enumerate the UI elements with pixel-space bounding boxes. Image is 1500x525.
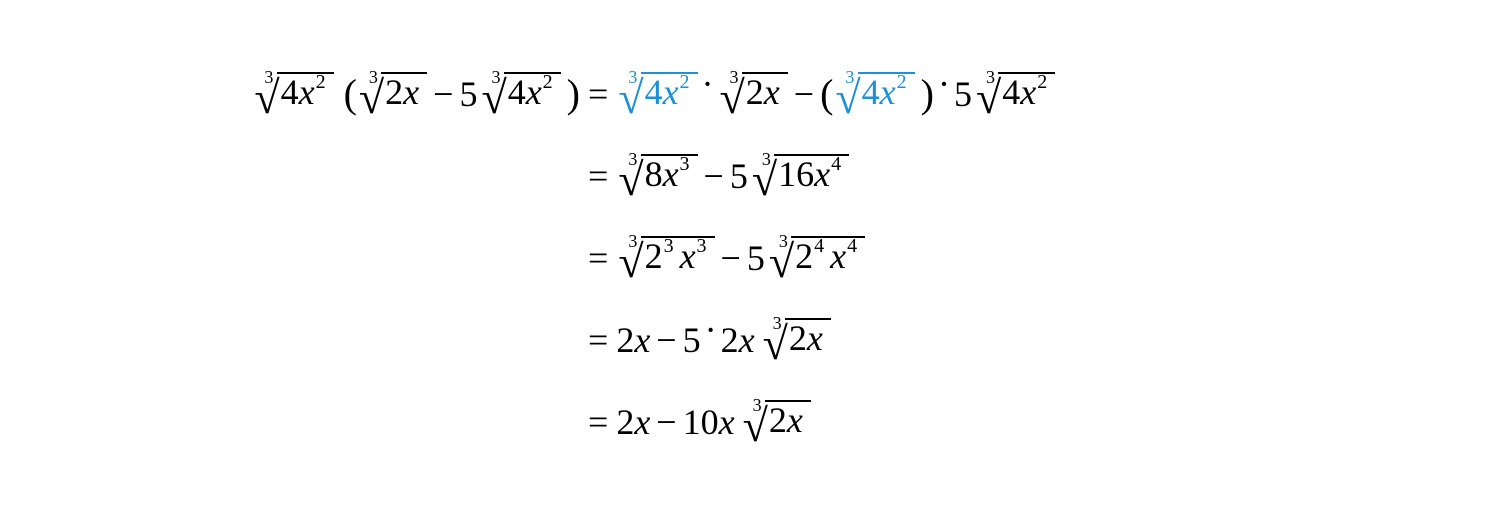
- cuberoot-16x4: 3 √ 16 x 4: [750, 154, 849, 194]
- rparen: ): [567, 74, 580, 114]
- equation-row-2: = 3 √ 8 x 3 − 5 3 √ 16 x 4: [0, 112, 1500, 194]
- rhs-2: 3 √ 8 x 3 − 5 3 √ 16 x 4: [616, 154, 1500, 194]
- cuberoot-4x2-blue: 3 √ 4 x 2: [616, 72, 697, 112]
- cuberoot-4x2: 3 √ 4 x 2: [252, 72, 333, 112]
- lparen: (: [344, 74, 357, 114]
- term-10x: 10 x: [683, 404, 735, 440]
- cuberoot-4x2-r1-end: 3 √ 4 x 2: [974, 72, 1055, 112]
- equals: =: [580, 76, 616, 112]
- term-2x-r5: 2 x: [616, 404, 650, 440]
- term-2x-b: 2 x: [721, 322, 755, 358]
- cuberoot-2x-r1: 3 √ 2 x: [718, 72, 788, 112]
- rhs-5: 2 x − 10 x 3 √ 2 x: [616, 400, 1500, 440]
- rhs-3: 3 √ 2 3 x 3 − 5 3 √ 2 4 x: [616, 236, 1500, 276]
- equation-row-3: = 3 √ 2 3 x 3 − 5 3 √ 2 4: [0, 194, 1500, 276]
- radicand: 4 x 2: [277, 72, 334, 112]
- cuberoot-4x2-b: 3 √ 4 x 2: [479, 72, 560, 112]
- cuberoot-2c3-x3: 3 √ 2 3 x 3: [616, 236, 714, 276]
- digit-4: 4: [281, 74, 299, 110]
- cuberoot-4x2-blue-2: 3 √ 4 x 2: [833, 72, 914, 112]
- coef-5: 5: [459, 76, 479, 112]
- mult-dot: ·: [698, 66, 718, 102]
- math-derivation: 3 √ 4 x 2 ( 3 √ 2 x − 5: [0, 0, 1500, 440]
- cuberoot-2x-r5: 3 √ 2 x: [741, 400, 811, 440]
- cuberoot-2x: 3 √ 2 x: [357, 72, 427, 112]
- radical-icon: √: [254, 82, 279, 114]
- cuberoot-2x-r4: 3 √ 2 x: [761, 318, 831, 358]
- equation-row-5: = 2 x − 10 x 3 √ 2 x: [0, 358, 1500, 440]
- rhs-4: 2 x − 5 · 2 x 3 √ 2 x: [616, 318, 1500, 358]
- exp-2: 2: [316, 72, 326, 92]
- lhs: 3 √ 4 x 2 ( 3 √ 2 x − 5: [0, 72, 580, 112]
- rhs-1: 3 √ 4 x 2 · 3 √ 2 x − (: [616, 72, 1500, 112]
- term-2x: 2 x: [616, 322, 650, 358]
- var-x: x: [299, 74, 315, 110]
- equation-row-4: = 2 x − 5 · 2 x 3 √ 2 x: [0, 276, 1500, 358]
- cuberoot-2c4-x4: 3 √ 2 4 x 4: [767, 236, 865, 276]
- minus-op: −: [427, 76, 459, 112]
- cuberoot-8x3: 3 √ 8 x 3: [616, 154, 697, 194]
- equation-row-1: 3 √ 4 x 2 ( 3 √ 2 x − 5: [0, 30, 1500, 112]
